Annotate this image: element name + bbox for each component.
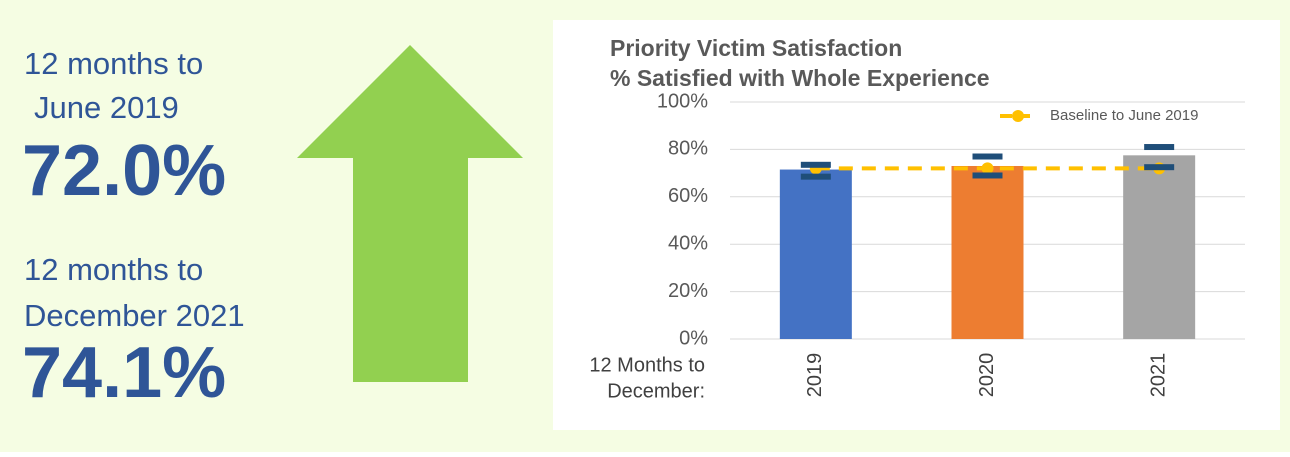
error-cap xyxy=(1144,144,1175,151)
legend-marker xyxy=(1012,110,1024,122)
bar xyxy=(779,169,852,339)
y-tick-label: 60% xyxy=(668,185,708,207)
error-cap xyxy=(972,172,1003,179)
kpi-value: 72.0% xyxy=(22,131,226,211)
period-label: 12 months to xyxy=(24,46,203,81)
x-tick-label: 2020 xyxy=(976,353,998,398)
period-label: 12 months to xyxy=(24,252,203,287)
x-axis-label: 12 Months to xyxy=(589,354,705,376)
error-cap xyxy=(972,153,1003,160)
legend-label: Baseline to June 2019 xyxy=(1050,107,1198,124)
chart-title: % Satisfied with Whole Experience xyxy=(610,65,990,91)
error-cap xyxy=(800,161,831,168)
y-tick-label: 40% xyxy=(668,232,708,254)
x-axis-label: December: xyxy=(607,380,705,402)
x-tick-label: 2021 xyxy=(1147,353,1169,398)
error-cap xyxy=(800,173,831,180)
kpi-value: 74.1% xyxy=(22,333,226,413)
y-tick-label: 20% xyxy=(668,280,708,302)
y-tick-label: 80% xyxy=(668,138,708,160)
x-tick-label: 2019 xyxy=(804,353,826,398)
baseline-marker xyxy=(981,162,994,175)
error-cap xyxy=(1144,164,1175,171)
bar xyxy=(1123,155,1196,339)
period-label: December 2021 xyxy=(24,298,245,333)
period-label: June 2019 xyxy=(34,90,179,125)
y-tick-label: 0% xyxy=(679,327,708,349)
up-arrow xyxy=(297,45,523,382)
chart-title: Priority Victim Satisfaction xyxy=(610,35,902,61)
bar xyxy=(951,165,1024,339)
y-tick-label: 100% xyxy=(657,90,708,112)
